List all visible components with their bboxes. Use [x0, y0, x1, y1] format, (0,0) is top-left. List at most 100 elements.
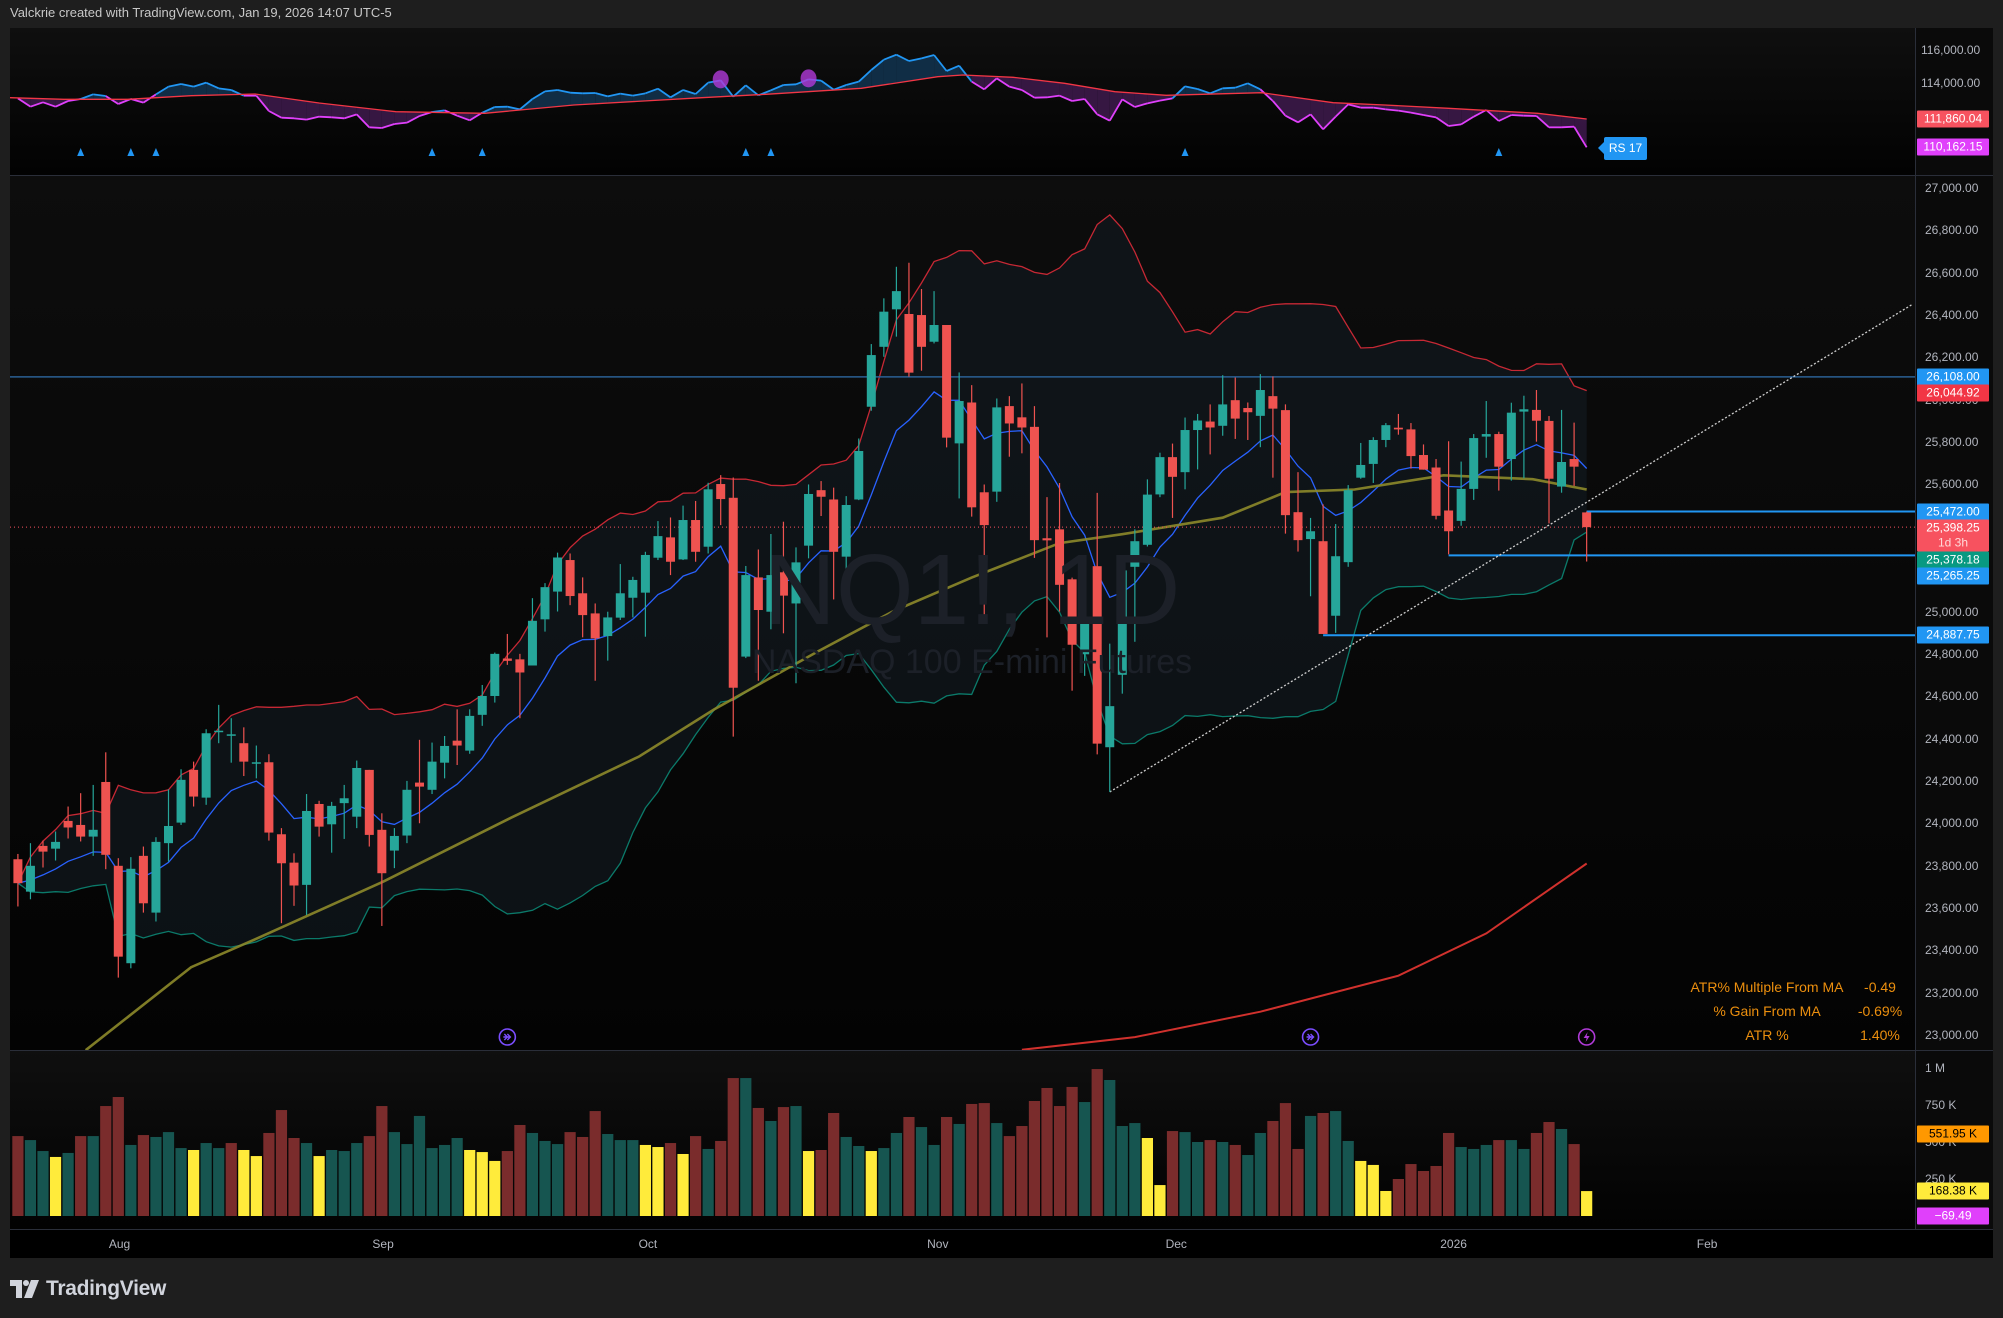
candle-body [891, 291, 901, 310]
candle [452, 709, 462, 766]
tradingview-wordmark: TradingView [46, 1277, 167, 1300]
volume-bar [777, 1107, 790, 1216]
candle-body [1557, 462, 1567, 487]
volume-bar [250, 1156, 262, 1216]
rs-line-segment [1398, 109, 1412, 114]
candle-body [63, 820, 73, 828]
candle-body [816, 490, 826, 497]
badge-value: 551.95 K [1928, 1126, 1978, 1141]
dividend-arrow-icon[interactable] [1301, 1028, 1320, 1046]
badge-value: 168.38 K [1928, 1183, 1978, 1198]
stat-value: -0.49 [1864, 979, 1896, 995]
rs-line-segment [557, 89, 571, 94]
volume-bar [1279, 1103, 1292, 1216]
candle-body [1444, 510, 1454, 532]
candle [1481, 401, 1491, 458]
volume-bar [1242, 1155, 1254, 1216]
candle-body [1080, 617, 1090, 655]
rs-line-segment [293, 117, 307, 121]
candle [666, 517, 675, 576]
time-axis-tick[interactable]: Aug [108, 1237, 131, 1251]
candle [1381, 423, 1391, 448]
rs-line-segment [632, 92, 646, 97]
time-axis-background[interactable] [10, 1229, 1993, 1258]
badge-value: 110,162.15 [1923, 139, 1983, 154]
tradingview-logo[interactable]: TradingView [10, 1277, 166, 1301]
price-badge: 25,472.00 [1917, 503, 1989, 521]
rs-line-segment [908, 57, 922, 62]
rs-line-segment [657, 87, 672, 99]
candle [716, 475, 726, 526]
candle-body [1255, 390, 1265, 416]
time-axis-tick[interactable]: Oct [638, 1237, 658, 1251]
time-axis-tick[interactable]: Feb [1696, 1237, 1718, 1251]
time-axis-tick[interactable]: Dec [1165, 1237, 1187, 1251]
time-axis-tick[interactable]: 2026 [1440, 1237, 1467, 1251]
rs-line-segment [1448, 123, 1462, 127]
badge-value: 25,265.25 [1926, 568, 1980, 583]
candle [101, 752, 111, 870]
candle-body [402, 789, 412, 836]
candle [427, 742, 437, 795]
volume-bar [1003, 1136, 1015, 1216]
pane-separators[interactable] [10, 28, 1993, 1230]
price-badge: 24,887.75 [1917, 626, 1989, 644]
candle [1230, 377, 1240, 439]
candle [640, 551, 650, 637]
volume-bar [1116, 1126, 1128, 1216]
candle-body [276, 834, 286, 864]
rs-line-segment [694, 81, 709, 95]
candle [515, 653, 525, 719]
rs-fill [1310, 99, 1324, 130]
candle [778, 521, 788, 634]
candle [590, 603, 600, 681]
rs-signal-triangle-icon [1181, 148, 1189, 156]
candle-body [465, 715, 475, 751]
volume-bar [752, 1107, 764, 1216]
rs-fill [959, 65, 972, 82]
candle [339, 784, 349, 839]
candle [1544, 416, 1554, 524]
candle-body [1481, 434, 1491, 437]
volume-bar [1392, 1179, 1404, 1216]
rs-line-segment [770, 84, 784, 92]
candle-body [1029, 426, 1039, 541]
volume-axis-tick: 250 K [1925, 1172, 1957, 1186]
candle-body [176, 779, 186, 823]
volume-bar [476, 1152, 488, 1216]
candle-body [1381, 425, 1391, 440]
time-axis-tick[interactable]: Nov [927, 1237, 949, 1251]
rs-fill [783, 84, 796, 94]
candle [866, 344, 876, 411]
rs-fill [896, 54, 909, 83]
rs-line-segment [306, 115, 320, 121]
price-axis-tick: 23,400.00 [1925, 943, 1979, 958]
volume-bar [100, 1106, 112, 1216]
volume-bar [12, 1136, 24, 1216]
volume-bar [1568, 1144, 1580, 1216]
ma200-line [1021, 862, 1588, 1050]
candle-body [1406, 429, 1416, 457]
rs-fill [909, 58, 922, 82]
volume-bar [1066, 1086, 1078, 1216]
candle [276, 828, 286, 924]
rs-line-segment [544, 89, 558, 93]
rs-line-segment [933, 54, 948, 72]
candle [653, 521, 663, 561]
candle-body [138, 855, 148, 904]
rs-fill [532, 91, 545, 109]
dividend-arrow-icon[interactable] [498, 1028, 517, 1046]
candle-body [1582, 512, 1592, 528]
volume-bar [627, 1140, 639, 1216]
candle [1356, 442, 1366, 479]
rs-line-segment [1309, 113, 1324, 130]
rs-line-segment [1561, 125, 1575, 129]
volume-bar [464, 1149, 476, 1216]
rs-line-segment [1071, 98, 1085, 102]
time-axis-tick[interactable]: Sep [372, 1237, 394, 1251]
volume-bar [1292, 1148, 1304, 1216]
volume-badge: 551.95 K [1917, 1125, 1989, 1143]
lightning-icon[interactable] [1577, 1028, 1596, 1046]
candle [1456, 461, 1466, 526]
